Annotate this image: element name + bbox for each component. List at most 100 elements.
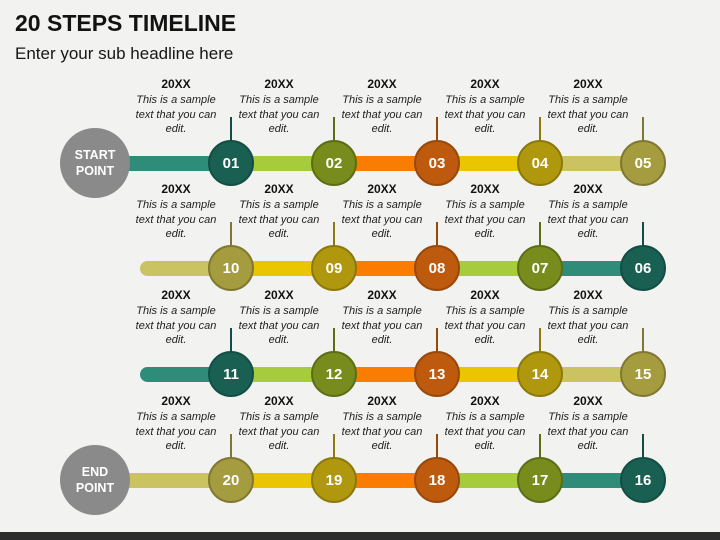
- node-tick: [230, 222, 232, 246]
- node-tick: [642, 222, 644, 246]
- timeline-segment: [540, 366, 643, 382]
- step-text-block: 20XX This is a sample text that you can e…: [540, 288, 636, 348]
- start-point-circle: START POINT: [60, 128, 130, 198]
- step-number: 06: [634, 259, 652, 277]
- step-circle-14: 14: [517, 351, 563, 397]
- step-circle-08: 08: [414, 245, 460, 291]
- bottom-accent-bar: [0, 532, 720, 540]
- step-year-label: 20XX: [161, 288, 191, 302]
- step-sample-text: This is a sample text that you can edit.: [341, 94, 423, 136]
- step-sample-text: This is a sample text that you can edit.: [135, 305, 217, 347]
- step-circle-10: 10: [208, 245, 254, 291]
- step-year-label: 20XX: [264, 182, 294, 196]
- step-sample-text: This is a sample text that you can edit.: [238, 411, 320, 453]
- step-sample-text: This is a sample text that you can edit.: [341, 305, 423, 347]
- step-year-label: 20XX: [470, 288, 500, 302]
- node-tick: [539, 434, 541, 458]
- step-text-block: 20XX This is a sample text that you can e…: [231, 77, 327, 137]
- step-text-block: 20XX This is a sample text that you can e…: [437, 77, 533, 137]
- step-sample-text: This is a sample text that you can edit.: [547, 94, 629, 136]
- step-sample-text: This is a sample text that you can edit.: [238, 305, 320, 347]
- node-tick: [436, 222, 438, 246]
- node-tick: [436, 328, 438, 352]
- step-year-label: 20XX: [264, 288, 294, 302]
- step-circle-02: 02: [311, 140, 357, 186]
- step-number: 20: [222, 471, 240, 489]
- start-point-label: START POINT: [74, 147, 116, 178]
- step-circle-15: 15: [620, 351, 666, 397]
- node-tick: [539, 117, 541, 141]
- step-year-label: 20XX: [367, 394, 397, 408]
- timeline-segment: [231, 155, 334, 171]
- step-year-label: 20XX: [367, 288, 397, 302]
- timeline-segment: [334, 155, 437, 171]
- step-number: 10: [222, 259, 240, 277]
- step-year-label: 20XX: [264, 77, 294, 91]
- step-number: 13: [428, 365, 446, 383]
- step-sample-text: This is a sample text that you can edit.: [238, 94, 320, 136]
- step-year-label: 20XX: [161, 182, 191, 196]
- end-point-label: END POINT: [75, 464, 115, 495]
- step-text-block: 20XX This is a sample text that you can e…: [128, 394, 224, 454]
- step-year-label: 20XX: [161, 77, 191, 91]
- step-sample-text: This is a sample text that you can edit.: [341, 199, 423, 241]
- step-sample-text: This is a sample text that you can edit.: [444, 305, 526, 347]
- step-number: 08: [428, 259, 446, 277]
- step-number: 18: [428, 471, 446, 489]
- step-circle-19: 19: [311, 457, 357, 503]
- step-number: 16: [634, 471, 652, 489]
- step-year-label: 20XX: [573, 182, 603, 196]
- step-sample-text: This is a sample text that you can edit.: [341, 411, 423, 453]
- step-circle-11: 11: [208, 351, 254, 397]
- step-circle-20: 20: [208, 457, 254, 503]
- step-number: 15: [634, 365, 652, 383]
- step-year-label: 20XX: [264, 394, 294, 408]
- step-circle-13: 13: [414, 351, 460, 397]
- step-circle-18: 18: [414, 457, 460, 503]
- timeline-segment: [437, 155, 540, 171]
- step-text-block: 20XX This is a sample text that you can e…: [128, 288, 224, 348]
- step-number: 05: [634, 154, 652, 172]
- node-tick: [333, 117, 335, 141]
- step-number: 14: [531, 365, 549, 383]
- step-text-block: 20XX This is a sample text that you can e…: [334, 77, 430, 137]
- step-circle-09: 09: [311, 245, 357, 291]
- step-year-label: 20XX: [367, 182, 397, 196]
- step-text-block: 20XX This is a sample text that you can e…: [128, 77, 224, 137]
- step-number: 17: [531, 471, 549, 489]
- slide-subtitle: Enter your sub headline here: [15, 44, 234, 63]
- step-text-block: 20XX This is a sample text that you can e…: [540, 77, 636, 137]
- step-circle-04: 04: [517, 140, 563, 186]
- step-year-label: 20XX: [367, 77, 397, 91]
- step-sample-text: This is a sample text that you can edit.: [444, 411, 526, 453]
- timeline-segment: [540, 472, 643, 488]
- node-tick: [642, 434, 644, 458]
- timeline-segment: [437, 472, 540, 488]
- step-sample-text: This is a sample text that you can edit.: [547, 411, 629, 453]
- step-number: 09: [325, 259, 343, 277]
- step-text-block: 20XX This is a sample text that you can e…: [437, 182, 533, 242]
- step-number: 03: [428, 154, 446, 172]
- timeline-segment: [437, 366, 540, 382]
- step-text-block: 20XX This is a sample text that you can e…: [540, 394, 636, 454]
- node-tick: [230, 328, 232, 352]
- step-year-label: 20XX: [161, 394, 191, 408]
- step-year-label: 20XX: [470, 77, 500, 91]
- step-text-block: 20XX This is a sample text that you can e…: [334, 182, 430, 242]
- step-circle-01: 01: [208, 140, 254, 186]
- node-tick: [333, 434, 335, 458]
- timeline-segment: [540, 155, 643, 171]
- step-circle-12: 12: [311, 351, 357, 397]
- node-tick: [642, 117, 644, 141]
- node-tick: [230, 434, 232, 458]
- step-circle-16: 16: [620, 457, 666, 503]
- timeline-segment: [231, 366, 334, 382]
- node-tick: [333, 222, 335, 246]
- step-sample-text: This is a sample text that you can edit.: [444, 94, 526, 136]
- node-tick: [436, 117, 438, 141]
- step-year-label: 20XX: [573, 288, 603, 302]
- node-tick: [333, 328, 335, 352]
- step-text-block: 20XX This is a sample text that you can e…: [231, 182, 327, 242]
- step-year-label: 20XX: [470, 394, 500, 408]
